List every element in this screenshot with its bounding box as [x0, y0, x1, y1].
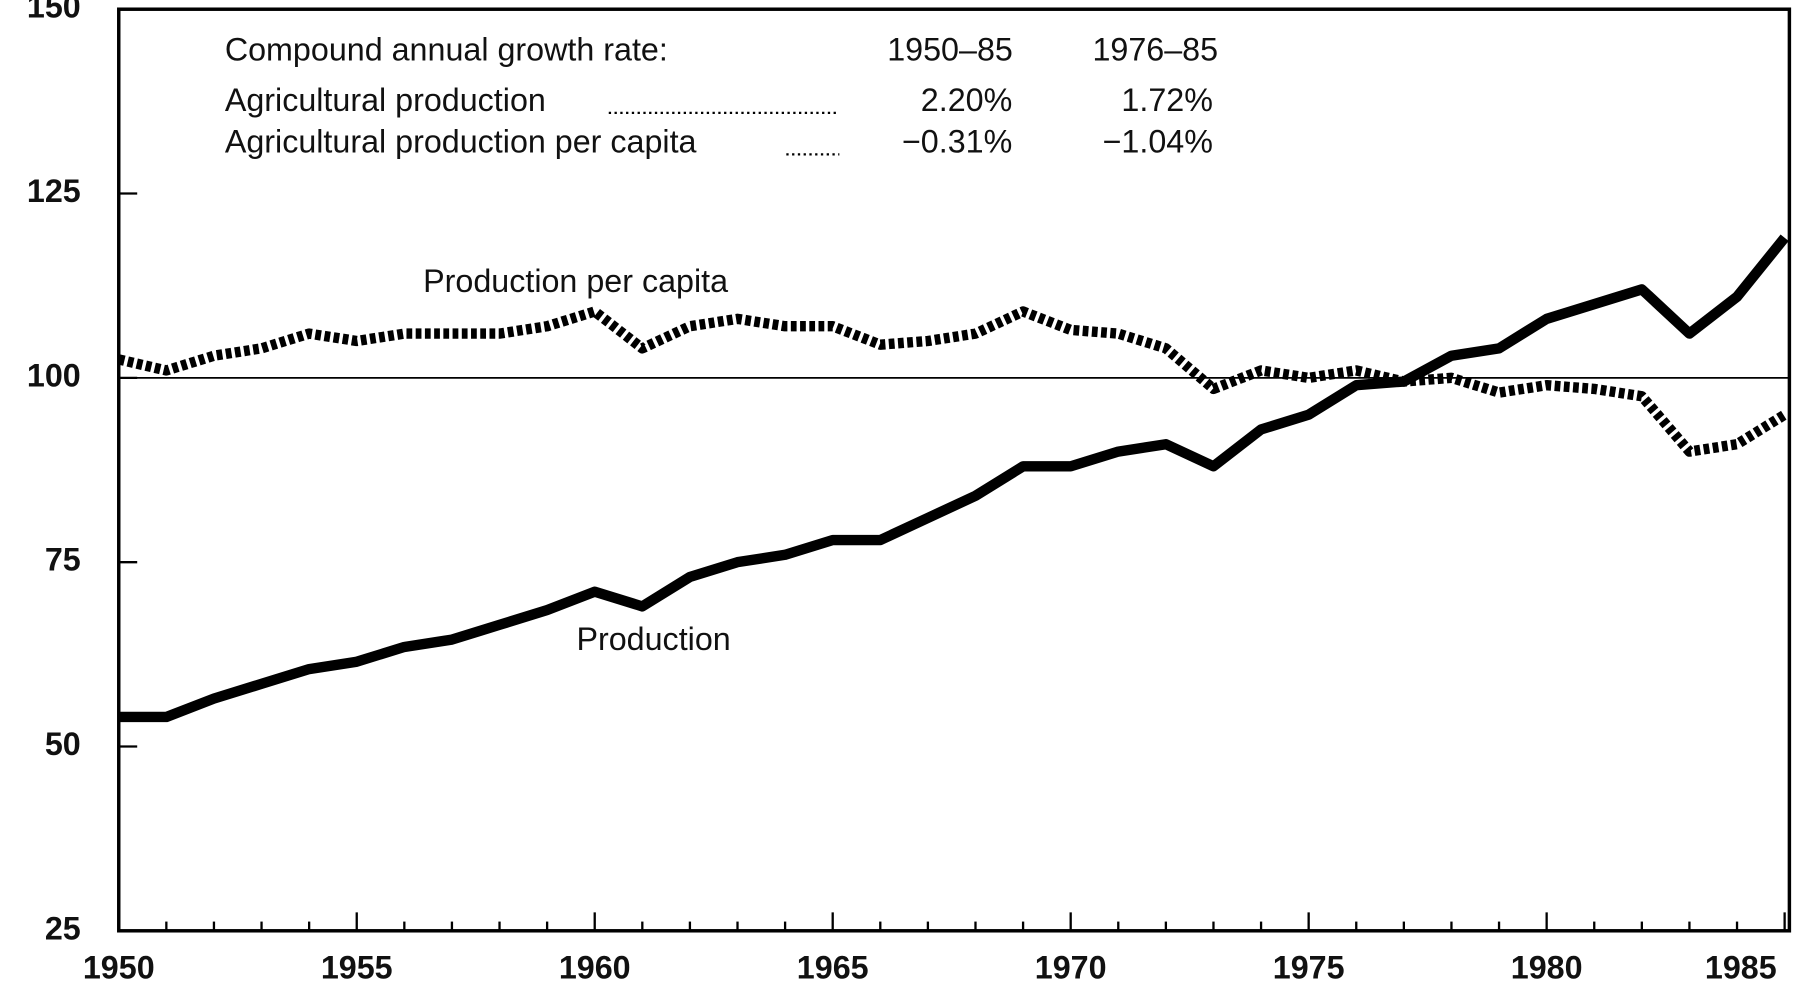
x-tick-label: 1965: [797, 949, 869, 985]
series-label: Production: [576, 621, 730, 657]
y-tick-label: 100: [27, 357, 81, 393]
x-tick-label: 1970: [1035, 949, 1107, 985]
plot-frame: [117, 7, 1792, 933]
table-header: 1976–85: [1092, 31, 1218, 67]
table-cell: 2.20%: [921, 82, 1012, 118]
y-tick-label: 150: [27, 0, 81, 25]
series-line: [118, 234, 1789, 723]
table-cell: −0.31%: [902, 124, 1012, 160]
table-cell: 1.72%: [1121, 82, 1212, 118]
y-tick-label: 25: [45, 910, 81, 946]
x-tick-label: 1950: [83, 949, 155, 985]
y-tick-label: 75: [45, 542, 81, 578]
x-tick-label: 1955: [321, 949, 393, 985]
x-tick-label: 1975: [1273, 949, 1345, 985]
table-header: 1950–85: [887, 31, 1013, 67]
x-tick-label: 1985: [1705, 949, 1777, 985]
series-label: Production per capita: [423, 263, 728, 299]
table-row-label: Agricultural production: [225, 82, 546, 118]
y-tick-label: 50: [45, 726, 81, 762]
y-tick-label: 125: [27, 173, 81, 209]
x-tick-label: 1980: [1511, 949, 1583, 985]
table-cell: −1.04%: [1103, 124, 1213, 160]
series-line: [117, 306, 1788, 457]
table-row-label: Agricultural production per capita: [225, 124, 697, 160]
x-tick-label: 1960: [559, 949, 631, 985]
table-header: Compound annual growth rate:: [225, 31, 668, 67]
